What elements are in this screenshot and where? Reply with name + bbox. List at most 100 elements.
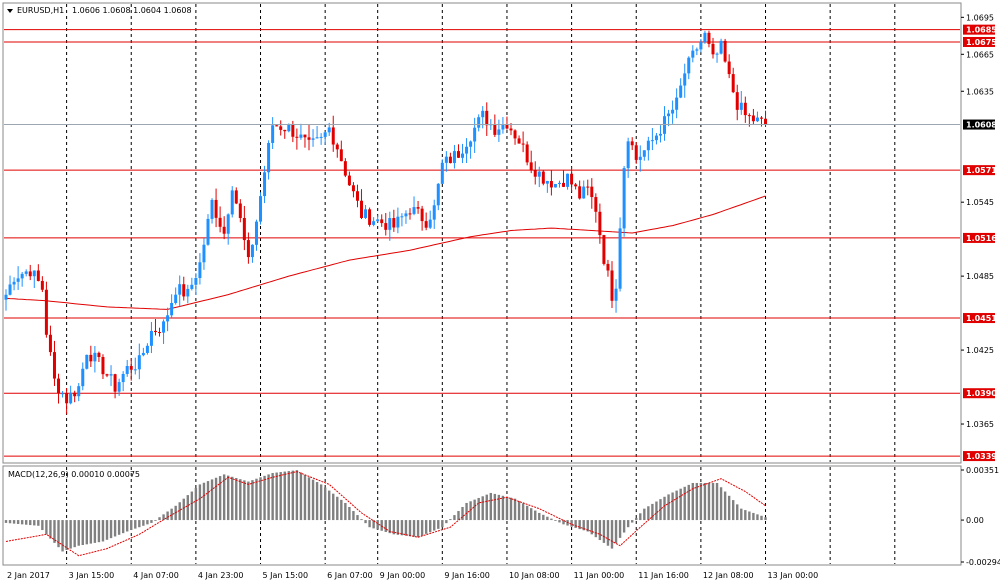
candle-body [279, 126, 283, 130]
time-tick-label: 3 Jan 15:00 [69, 571, 115, 580]
candle-body [578, 186, 582, 199]
macd-bar [368, 520, 371, 528]
candle-body [497, 129, 501, 135]
candle-body [380, 219, 384, 224]
candle-body [12, 281, 16, 285]
macd-bar [489, 492, 492, 521]
candle-body [711, 43, 715, 55]
macd-bar [138, 520, 141, 528]
macd-bar [287, 471, 290, 521]
chevron-down-icon[interactable] [7, 9, 13, 13]
macd-bar [699, 482, 703, 521]
macd-bar [582, 520, 585, 531]
candle-body [735, 92, 739, 110]
macd-bar [33, 520, 36, 526]
candle-body [327, 127, 331, 133]
macd-signal-line [5, 471, 766, 557]
macd-bar [679, 488, 682, 521]
macd-bar [206, 481, 210, 521]
macd-bar [170, 508, 173, 521]
candle-body [4, 294, 8, 300]
candle-body [436, 183, 440, 206]
candle-body [117, 382, 121, 392]
candle-body [57, 378, 61, 394]
candle-body [360, 200, 364, 218]
candle-body [513, 130, 517, 139]
macd-pane-frame [2, 465, 962, 566]
macd-bar [97, 520, 101, 543]
candle-body [525, 144, 529, 163]
macd-bar [469, 501, 472, 521]
macd-bar [126, 520, 129, 532]
candle-body [170, 303, 174, 316]
macd-bar [542, 514, 545, 521]
macd-bar [493, 493, 497, 521]
macd-bar [433, 520, 436, 531]
macd-bar [667, 494, 670, 521]
candle-body [226, 214, 230, 234]
candle-body [477, 117, 481, 128]
candle-body [695, 49, 699, 51]
macd-bar [360, 519, 363, 521]
macd-bar [752, 512, 755, 521]
candle-body [44, 289, 48, 335]
macd-bar [29, 520, 32, 526]
candle-body [230, 190, 234, 215]
macd-bar [315, 482, 319, 521]
candle-body [263, 172, 267, 197]
candle-body [93, 352, 97, 362]
macd-bar [501, 495, 505, 521]
macd-bar [719, 487, 723, 521]
candle-body [65, 393, 69, 404]
candle-body [416, 207, 420, 209]
macd-bar [622, 520, 626, 533]
horizontal-levels[interactable]: 1.0685 1.0675 1.0571 1.0516 1.0451 1.0390 1.03… [4, 24, 997, 462]
macd-bar [20, 520, 24, 525]
candle-body [444, 156, 448, 163]
macd-bar [715, 482, 719, 521]
candle-body [85, 354, 89, 369]
macd-bar [328, 490, 331, 521]
moving-average [5, 195, 766, 310]
time-tick-label: 11 Jan 00:00 [574, 571, 625, 580]
candle-body [392, 218, 396, 228]
macd-bar [481, 496, 484, 521]
candle-body [739, 102, 743, 110]
macd-bar [388, 520, 391, 534]
macd-bar [748, 511, 751, 521]
candle-body [259, 196, 263, 222]
time-tick-label: 5 Jan 15:00 [263, 571, 309, 580]
candle-body [254, 221, 258, 245]
candle-body [202, 244, 206, 263]
time-tick-label: 12 Jan 08:00 [703, 571, 754, 580]
macd-bar [73, 520, 76, 548]
candle-body [731, 74, 735, 93]
candle-body [743, 102, 747, 116]
macd-bar [85, 520, 88, 545]
candle-body [105, 374, 109, 376]
candle-body [141, 352, 145, 356]
macd-bar [663, 496, 666, 521]
current-price: 1.0608 [4, 119, 997, 130]
candle-body [606, 263, 610, 271]
candle-body [339, 149, 343, 162]
candle-body [222, 226, 226, 234]
time-axis: 2 Jan 2017 3 Jan 15:00 4 Jan 07:00 4 Jan 23… [7, 571, 818, 580]
macd-bar [590, 520, 593, 535]
level-label: 1.0516 [966, 234, 997, 243]
macd-bar [760, 515, 763, 521]
candle-body [388, 218, 392, 230]
price-axis: 1.0695 1.0665 1.0635 1.0545 1.0485 1.0425 1.03… [961, 13, 994, 429]
macd-bar [465, 502, 468, 521]
candle-body [121, 373, 125, 383]
macd-bar [420, 520, 424, 536]
candle-body [699, 42, 703, 50]
macd-bar [711, 482, 715, 521]
macd-bar [12, 520, 16, 524]
candle-body [133, 369, 137, 371]
candle-body [109, 374, 113, 376]
candle-body [113, 374, 117, 392]
macd-bar [449, 519, 452, 521]
candle-body [384, 223, 388, 230]
